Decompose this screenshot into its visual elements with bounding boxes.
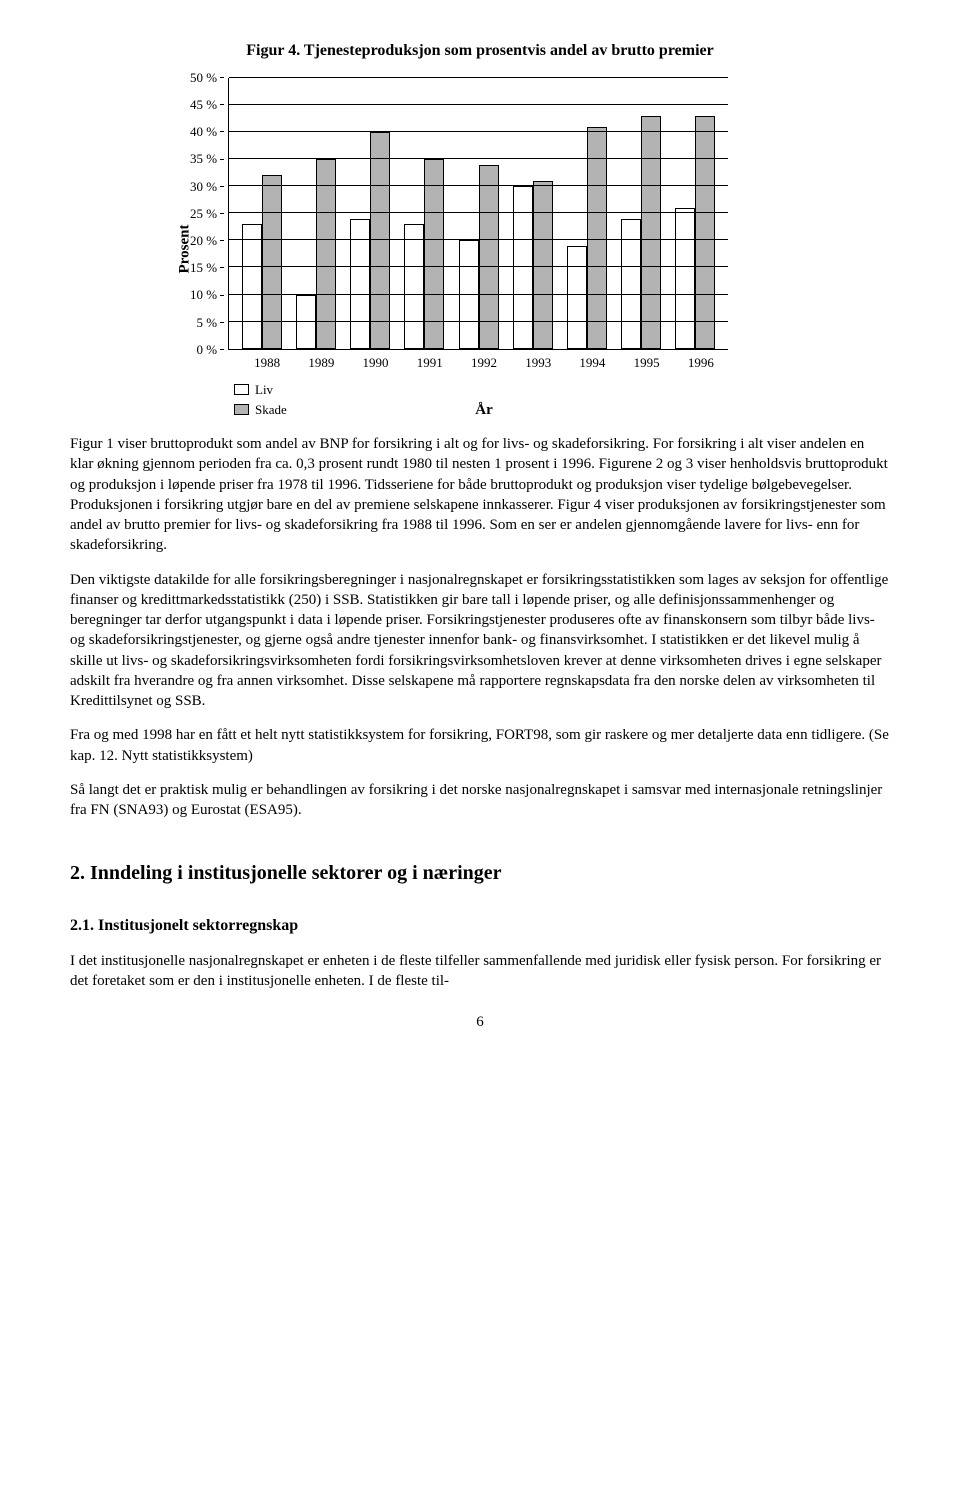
xaxis-tick: 1989 bbox=[301, 354, 341, 372]
body-paragraph: Så langt det er praktisk mulig er behand… bbox=[70, 780, 890, 821]
bar-group bbox=[567, 127, 607, 349]
page-number: 6 bbox=[70, 1012, 890, 1032]
chart-ylabel: Prosent bbox=[174, 224, 194, 273]
xaxis-tick: 1996 bbox=[681, 354, 721, 372]
bar-group bbox=[242, 175, 282, 348]
body-paragraph: I det institusjonelle nasjonalregnskapet… bbox=[70, 951, 890, 992]
subsection-heading: 2.1. Institusjonelt sektorregnskap bbox=[70, 915, 890, 937]
grid-line bbox=[229, 239, 728, 240]
chart-container: Prosent 50 %45 %40 %35 %30 %25 %20 %15 %… bbox=[190, 78, 770, 421]
grid-line bbox=[229, 77, 728, 78]
bar-group bbox=[621, 116, 661, 349]
legend-label: Skade bbox=[255, 401, 287, 419]
chart-title: Figur 4. Tjenesteproduksjon som prosentv… bbox=[70, 40, 890, 62]
bar-group bbox=[513, 181, 553, 349]
xaxis-tick: 1994 bbox=[572, 354, 612, 372]
xaxis-tick: 1992 bbox=[464, 354, 504, 372]
bar-liv bbox=[567, 246, 587, 349]
legend-label: Liv bbox=[255, 381, 273, 399]
grid-line bbox=[229, 185, 728, 186]
bar-liv bbox=[675, 208, 695, 349]
bar-skade bbox=[262, 175, 282, 348]
body-paragraph: Fra og med 1998 har en fått et helt nytt… bbox=[70, 725, 890, 766]
grid-line bbox=[229, 131, 728, 132]
grid-line bbox=[229, 321, 728, 322]
bar-liv bbox=[350, 219, 370, 349]
legend-swatch bbox=[234, 404, 249, 415]
grid-line bbox=[229, 212, 728, 213]
grid-line bbox=[229, 266, 728, 267]
section-heading: 2. Inndeling i institusjonelle sektorer … bbox=[70, 860, 890, 887]
legend-item: Skade bbox=[234, 401, 314, 419]
bar-skade bbox=[695, 116, 715, 349]
xaxis-tick: 1991 bbox=[410, 354, 450, 372]
bar-group bbox=[675, 116, 715, 349]
chart-xlabel: År bbox=[314, 400, 654, 420]
bar-liv bbox=[459, 240, 479, 348]
bar-skade bbox=[587, 127, 607, 349]
xaxis-tick: 1990 bbox=[356, 354, 396, 372]
bar-liv bbox=[404, 224, 424, 348]
chart-plot-area bbox=[228, 78, 728, 350]
chart-yaxis: 50 %45 %40 %35 %30 %25 %20 %15 %10 %5 %0… bbox=[190, 78, 228, 350]
grid-line bbox=[229, 294, 728, 295]
chart-xaxis: 1988 1989 1990 1991 1992 1993 1994 1995 1996 bbox=[234, 350, 734, 372]
bar-liv bbox=[242, 224, 262, 348]
grid-line bbox=[229, 158, 728, 159]
xaxis-tick: 1993 bbox=[518, 354, 558, 372]
xaxis-tick: 1995 bbox=[627, 354, 667, 372]
legend-item: Liv bbox=[234, 381, 314, 399]
bar-skade bbox=[641, 116, 661, 349]
grid-line bbox=[229, 104, 728, 105]
body-paragraph: Figur 1 viser bruttoprodukt som andel av… bbox=[70, 434, 890, 556]
bar-liv bbox=[621, 219, 641, 349]
legend-swatch bbox=[234, 384, 249, 395]
bar-liv bbox=[296, 295, 316, 349]
bar-skade bbox=[533, 181, 553, 349]
body-paragraph: Den viktigste datakilde for alle forsikr… bbox=[70, 570, 890, 712]
chart-legend: Liv Skade bbox=[234, 379, 314, 420]
xaxis-tick: 1988 bbox=[247, 354, 287, 372]
